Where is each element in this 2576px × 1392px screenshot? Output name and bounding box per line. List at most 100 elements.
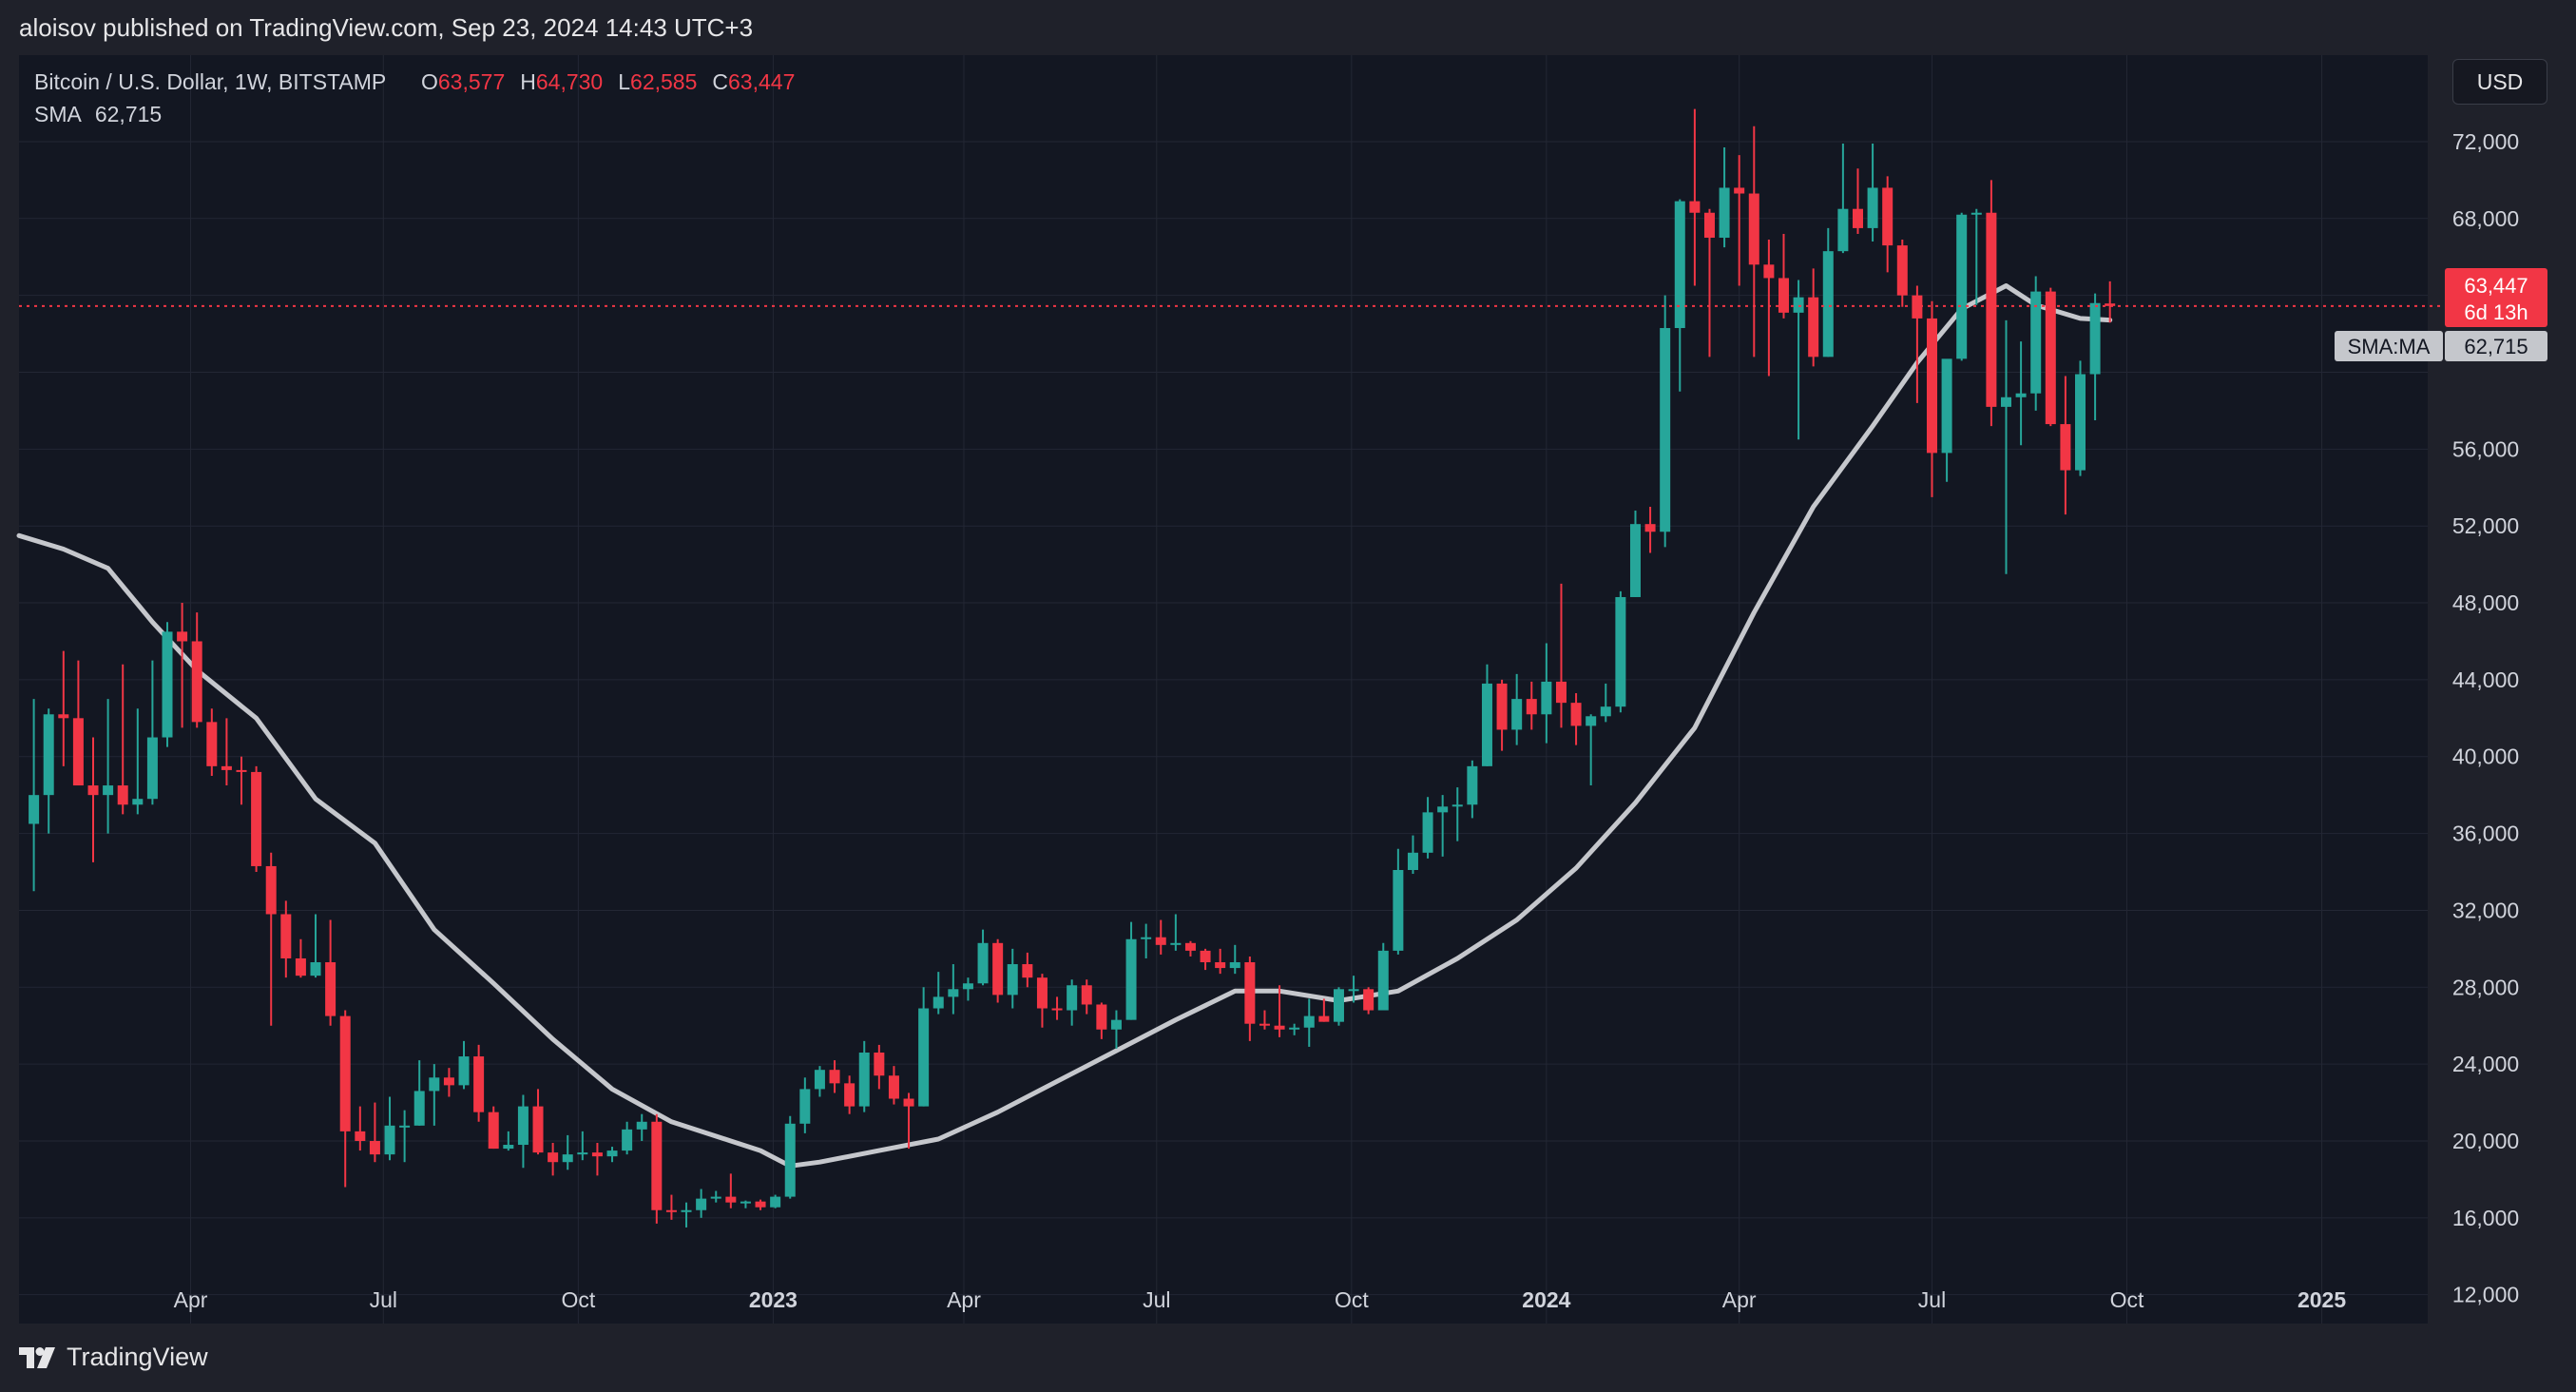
- candle-bearish: [72, 660, 84, 786]
- candle-bullish: [2030, 276, 2042, 411]
- candle-body: [622, 1129, 633, 1151]
- candle-bullish: [696, 1189, 707, 1218]
- candle-body: [1125, 938, 1137, 1020]
- candle-bearish: [1882, 176, 1894, 273]
- candle-body: [1748, 193, 1759, 265]
- candle-body: [1719, 187, 1730, 239]
- candle-bullish: [1511, 673, 1523, 745]
- candle-bullish: [1467, 760, 1478, 819]
- candle-bearish: [1200, 948, 1211, 971]
- sma-line-layer: [16, 283, 2113, 1169]
- candle-bearish: [532, 1089, 544, 1155]
- candle-bullish: [932, 972, 944, 1015]
- candle-body: [162, 631, 173, 738]
- candle-body: [72, 718, 84, 786]
- candle-bullish: [1422, 797, 1433, 859]
- candle-body: [1496, 683, 1508, 730]
- candle-bearish: [1184, 940, 1196, 957]
- candle-body: [948, 989, 959, 997]
- publish-header: aloisov published on TradingView.com, Se…: [0, 0, 2576, 57]
- candle-bearish: [2060, 376, 2071, 515]
- candle-body: [665, 1209, 677, 1212]
- price-axis[interactable]: 12,000 16,000 20,000 24,000 28,000 32,000 36,0…: [2452, 129, 2519, 1307]
- candle-body: [413, 1091, 425, 1126]
- candle-bearish: [339, 1010, 351, 1188]
- candle-bullish: [1170, 914, 1182, 951]
- candle-bullish: [310, 914, 321, 978]
- tradingview-brand[interactable]: TradingView: [19, 1343, 208, 1372]
- candle-bearish: [488, 1106, 499, 1150]
- candle-bullish: [977, 929, 989, 986]
- legend-open-value: 63,577: [438, 69, 505, 94]
- x-tick-label: Oct: [1335, 1287, 1369, 1312]
- candle-bullish: [29, 699, 40, 892]
- candle-bullish: [1481, 664, 1492, 766]
- candle-body: [206, 722, 218, 766]
- currency-selector[interactable]: USD: [2452, 59, 2547, 105]
- candle-bullish: [103, 699, 114, 834]
- candle-bullish: [962, 977, 973, 1001]
- y-tick-label: 40,000: [2452, 744, 2519, 769]
- candle-body: [1615, 596, 1626, 707]
- candle-body: [636, 1121, 647, 1130]
- candle-body: [1660, 328, 1671, 532]
- legend-sma-value: 62,715: [95, 102, 162, 126]
- candle-body: [1778, 278, 1789, 313]
- candle-body: [725, 1196, 737, 1203]
- candle-body: [696, 1198, 707, 1210]
- candle-bullish: [577, 1131, 588, 1161]
- candle-bearish: [295, 938, 306, 978]
- candle-bearish: [221, 718, 232, 786]
- candle-bullish: [740, 1200, 751, 1208]
- candle-body: [103, 785, 114, 796]
- candle-bearish: [1036, 974, 1048, 1028]
- candle-body: [1629, 524, 1641, 597]
- sma-tag-value: 62,715: [2464, 335, 2528, 358]
- legend-open-label: O: [421, 69, 438, 94]
- candle-body: [2000, 396, 2011, 407]
- candle-bearish: [1022, 952, 1033, 988]
- candle-body: [1837, 208, 1849, 252]
- legend-close-label: C: [712, 69, 728, 94]
- candle-body: [1689, 201, 1701, 213]
- candle-body: [888, 1075, 899, 1099]
- candle-body: [591, 1152, 603, 1157]
- candle-bearish: [1778, 233, 1789, 319]
- candle-bearish: [1526, 681, 1537, 730]
- candle-body: [932, 996, 944, 1009]
- candle-bullish: [1407, 835, 1418, 875]
- last-price-tag: 63,447 6d 13h: [2445, 268, 2547, 327]
- candle-bearish: [206, 708, 218, 776]
- candle-bearish: [369, 1102, 380, 1163]
- candle-body: [606, 1150, 618, 1157]
- candle-bullish: [948, 964, 959, 1015]
- candle-body: [1437, 806, 1449, 813]
- candle-bullish: [1674, 199, 1685, 392]
- time-axis[interactable]: Apr Jul Oct 2023 Apr Jul Oct 2024 Apr Jul Oct 2025: [174, 1287, 2347, 1312]
- candle-body: [1822, 251, 1834, 358]
- candle-body: [1081, 985, 1092, 1005]
- candle-body: [443, 1077, 454, 1086]
- y-tick-label: 72,000: [2452, 129, 2519, 154]
- candle-bearish: [829, 1060, 840, 1093]
- y-tick-label: 48,000: [2452, 590, 2519, 615]
- legend-high-label: H: [520, 69, 536, 94]
- candle-body: [784, 1123, 796, 1197]
- candle-body: [399, 1125, 411, 1128]
- candle-bullish: [1970, 208, 1982, 305]
- candle-bearish: [1644, 506, 1656, 553]
- candle-body: [799, 1089, 811, 1124]
- candle-body: [87, 785, 99, 796]
- candles-layer: [29, 108, 2116, 1228]
- candle-body: [1407, 852, 1418, 870]
- candle-body: [251, 771, 262, 866]
- candle-bullish: [1110, 1010, 1122, 1049]
- candle-bullish: [1229, 944, 1240, 975]
- candle-bullish: [1348, 976, 1359, 1003]
- candle-bullish: [2000, 319, 2011, 574]
- candle-body: [1867, 187, 1878, 228]
- candle-bullish: [1141, 923, 1152, 958]
- candle-body: [1022, 964, 1033, 978]
- candle-bearish: [1926, 300, 1937, 497]
